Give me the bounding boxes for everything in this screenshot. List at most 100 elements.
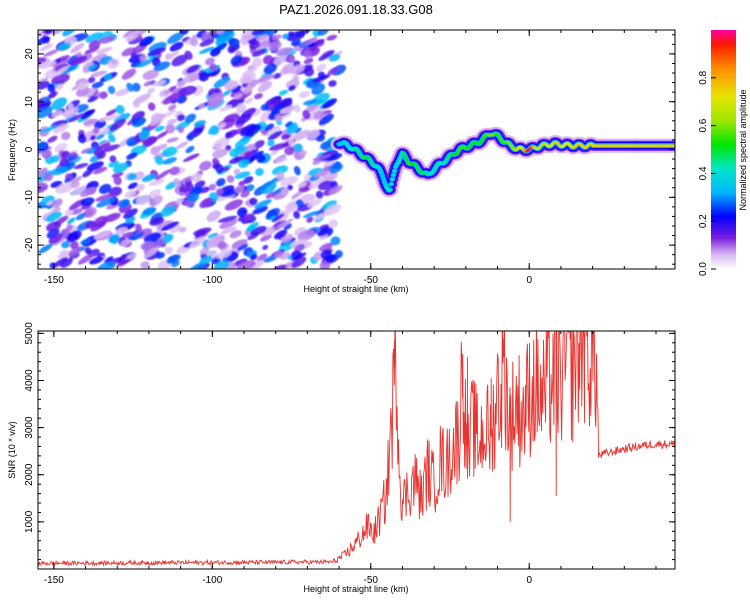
noise-blob [84,247,92,255]
noise-blob [48,91,58,99]
noise-blob [243,213,254,221]
noise-blob [165,123,176,134]
noise-blob [126,152,138,160]
noise-blob [199,39,215,47]
noise-blob [135,223,142,232]
noise-blob [250,226,267,236]
noise-blob [85,32,103,43]
noise-blob [49,166,69,176]
noise-blob [209,63,217,72]
noise-blob [148,42,167,53]
noise-blob [101,144,120,153]
noise-blob [107,58,120,69]
noise-blob [199,197,213,209]
ridge-point [392,169,397,173]
noise-blob [251,30,267,36]
noise-blob [241,65,258,78]
noise-blob [323,160,336,168]
noise-blob [122,30,140,38]
ridge-point [398,156,402,160]
noise-blob [54,142,68,153]
noise-blob [280,98,293,109]
noise-blob [75,212,86,221]
noise-blob [186,64,200,74]
noise-blob [204,57,215,66]
ridge-point [389,182,393,186]
noise-blob [249,40,261,50]
noise-blob [90,220,107,232]
noise-blob [60,150,70,159]
noise-blob [96,132,106,140]
noise-blob [89,256,104,265]
y-tick-label: 5000 [24,322,35,345]
noise-blob [38,60,57,69]
noise-blob [96,197,115,208]
colorbar-tick-label: 0.8 [698,70,709,84]
noise-blob [167,118,178,125]
noise-blob [312,154,331,161]
noise-blob [108,262,116,269]
noise-blob [223,113,240,123]
noise-blob [178,183,194,193]
noise-blob [228,156,245,165]
noise-blob [217,215,238,223]
noise-blob [155,169,171,181]
noise-blob [263,255,278,263]
noise-blob [147,47,166,57]
noise-blob [312,74,331,83]
noise-blob [66,224,73,231]
noise-blob [199,160,212,171]
noise-blob [241,75,252,84]
noise-blob [99,128,110,135]
noise-blob [328,219,338,228]
noise-blob [112,162,129,174]
noise-blob [325,254,336,263]
noise-blob [80,109,96,120]
y-tick-label: -20 [24,237,35,252]
noise-blob [254,199,272,209]
noise-blob [290,39,302,47]
noise-blob [123,208,138,219]
noise-blob [46,221,61,232]
noise-blob [213,137,230,149]
noise-blob [177,85,198,96]
noise-blob [80,186,97,198]
noise-blob [297,229,316,241]
noise-blob [41,149,52,159]
noise-blob [297,182,307,188]
ridge-point [391,173,395,177]
noise-blob [118,199,130,208]
noise-blob [311,83,326,96]
noise-blob [193,120,206,127]
noise-blob [278,89,289,96]
noise-blob [69,241,79,249]
snr-series-line [38,331,675,567]
noise-blob [243,150,254,158]
noise-blob [267,130,283,141]
noise-blob [164,246,173,255]
noise-blob [286,184,293,191]
noise-blob [326,34,338,41]
noise-blob [275,47,293,56]
noise-blob [92,166,108,175]
noise-blob [256,253,268,263]
noise-blob [90,135,96,141]
noise-blob [313,110,325,120]
noise-blob [292,129,311,141]
noise-blob [213,259,230,269]
noise-blob [308,178,325,189]
noise-blob [43,49,59,57]
noise-blob [327,66,339,76]
noise-blob [44,69,57,79]
noise-blob [115,227,128,235]
noise-blob [233,93,243,100]
noise-blob [88,39,101,51]
noise-blob [285,203,298,214]
noise-blob [332,161,342,169]
noise-blob [280,176,298,187]
noise-blob [148,179,165,186]
noise-blob [168,104,177,111]
noise-blob [140,240,155,251]
